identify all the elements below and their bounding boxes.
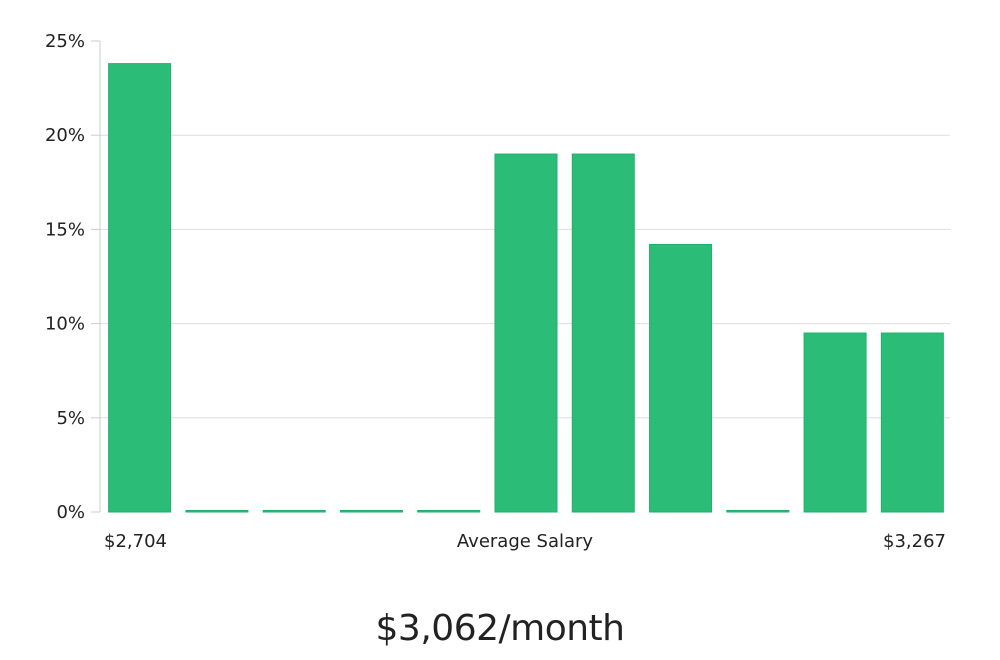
bar bbox=[108, 63, 172, 513]
y-tick-label: 0% bbox=[56, 502, 85, 523]
x-axis-title: Average Salary bbox=[457, 531, 594, 552]
bar bbox=[571, 153, 635, 513]
bar bbox=[262, 510, 326, 513]
y-tick-label: 10% bbox=[45, 314, 85, 335]
x-label-min: $2,704 bbox=[104, 531, 167, 552]
salary-histogram-chart: 0% 5% 10% 15% 20% 25% $2,704 Average Salary $… bbox=[45, 31, 950, 552]
bar bbox=[185, 510, 249, 513]
bar bbox=[494, 153, 558, 513]
bar bbox=[726, 510, 790, 513]
bar bbox=[339, 510, 403, 513]
y-tick-label: 15% bbox=[45, 219, 85, 240]
y-tick-label: 25% bbox=[45, 31, 85, 52]
bar bbox=[880, 332, 944, 513]
bar bbox=[803, 332, 867, 513]
y-tick-labels: 0% 5% 10% 15% 20% 25% bbox=[45, 31, 85, 523]
bar bbox=[649, 243, 713, 513]
x-label-max: $3,267 bbox=[883, 531, 946, 552]
axes bbox=[91, 40, 101, 513]
bar bbox=[417, 510, 481, 513]
average-salary-summary: $3,062/month bbox=[375, 608, 625, 649]
y-tick-label: 20% bbox=[45, 125, 85, 146]
bars bbox=[108, 63, 944, 513]
y-tick-label: 5% bbox=[56, 408, 85, 429]
